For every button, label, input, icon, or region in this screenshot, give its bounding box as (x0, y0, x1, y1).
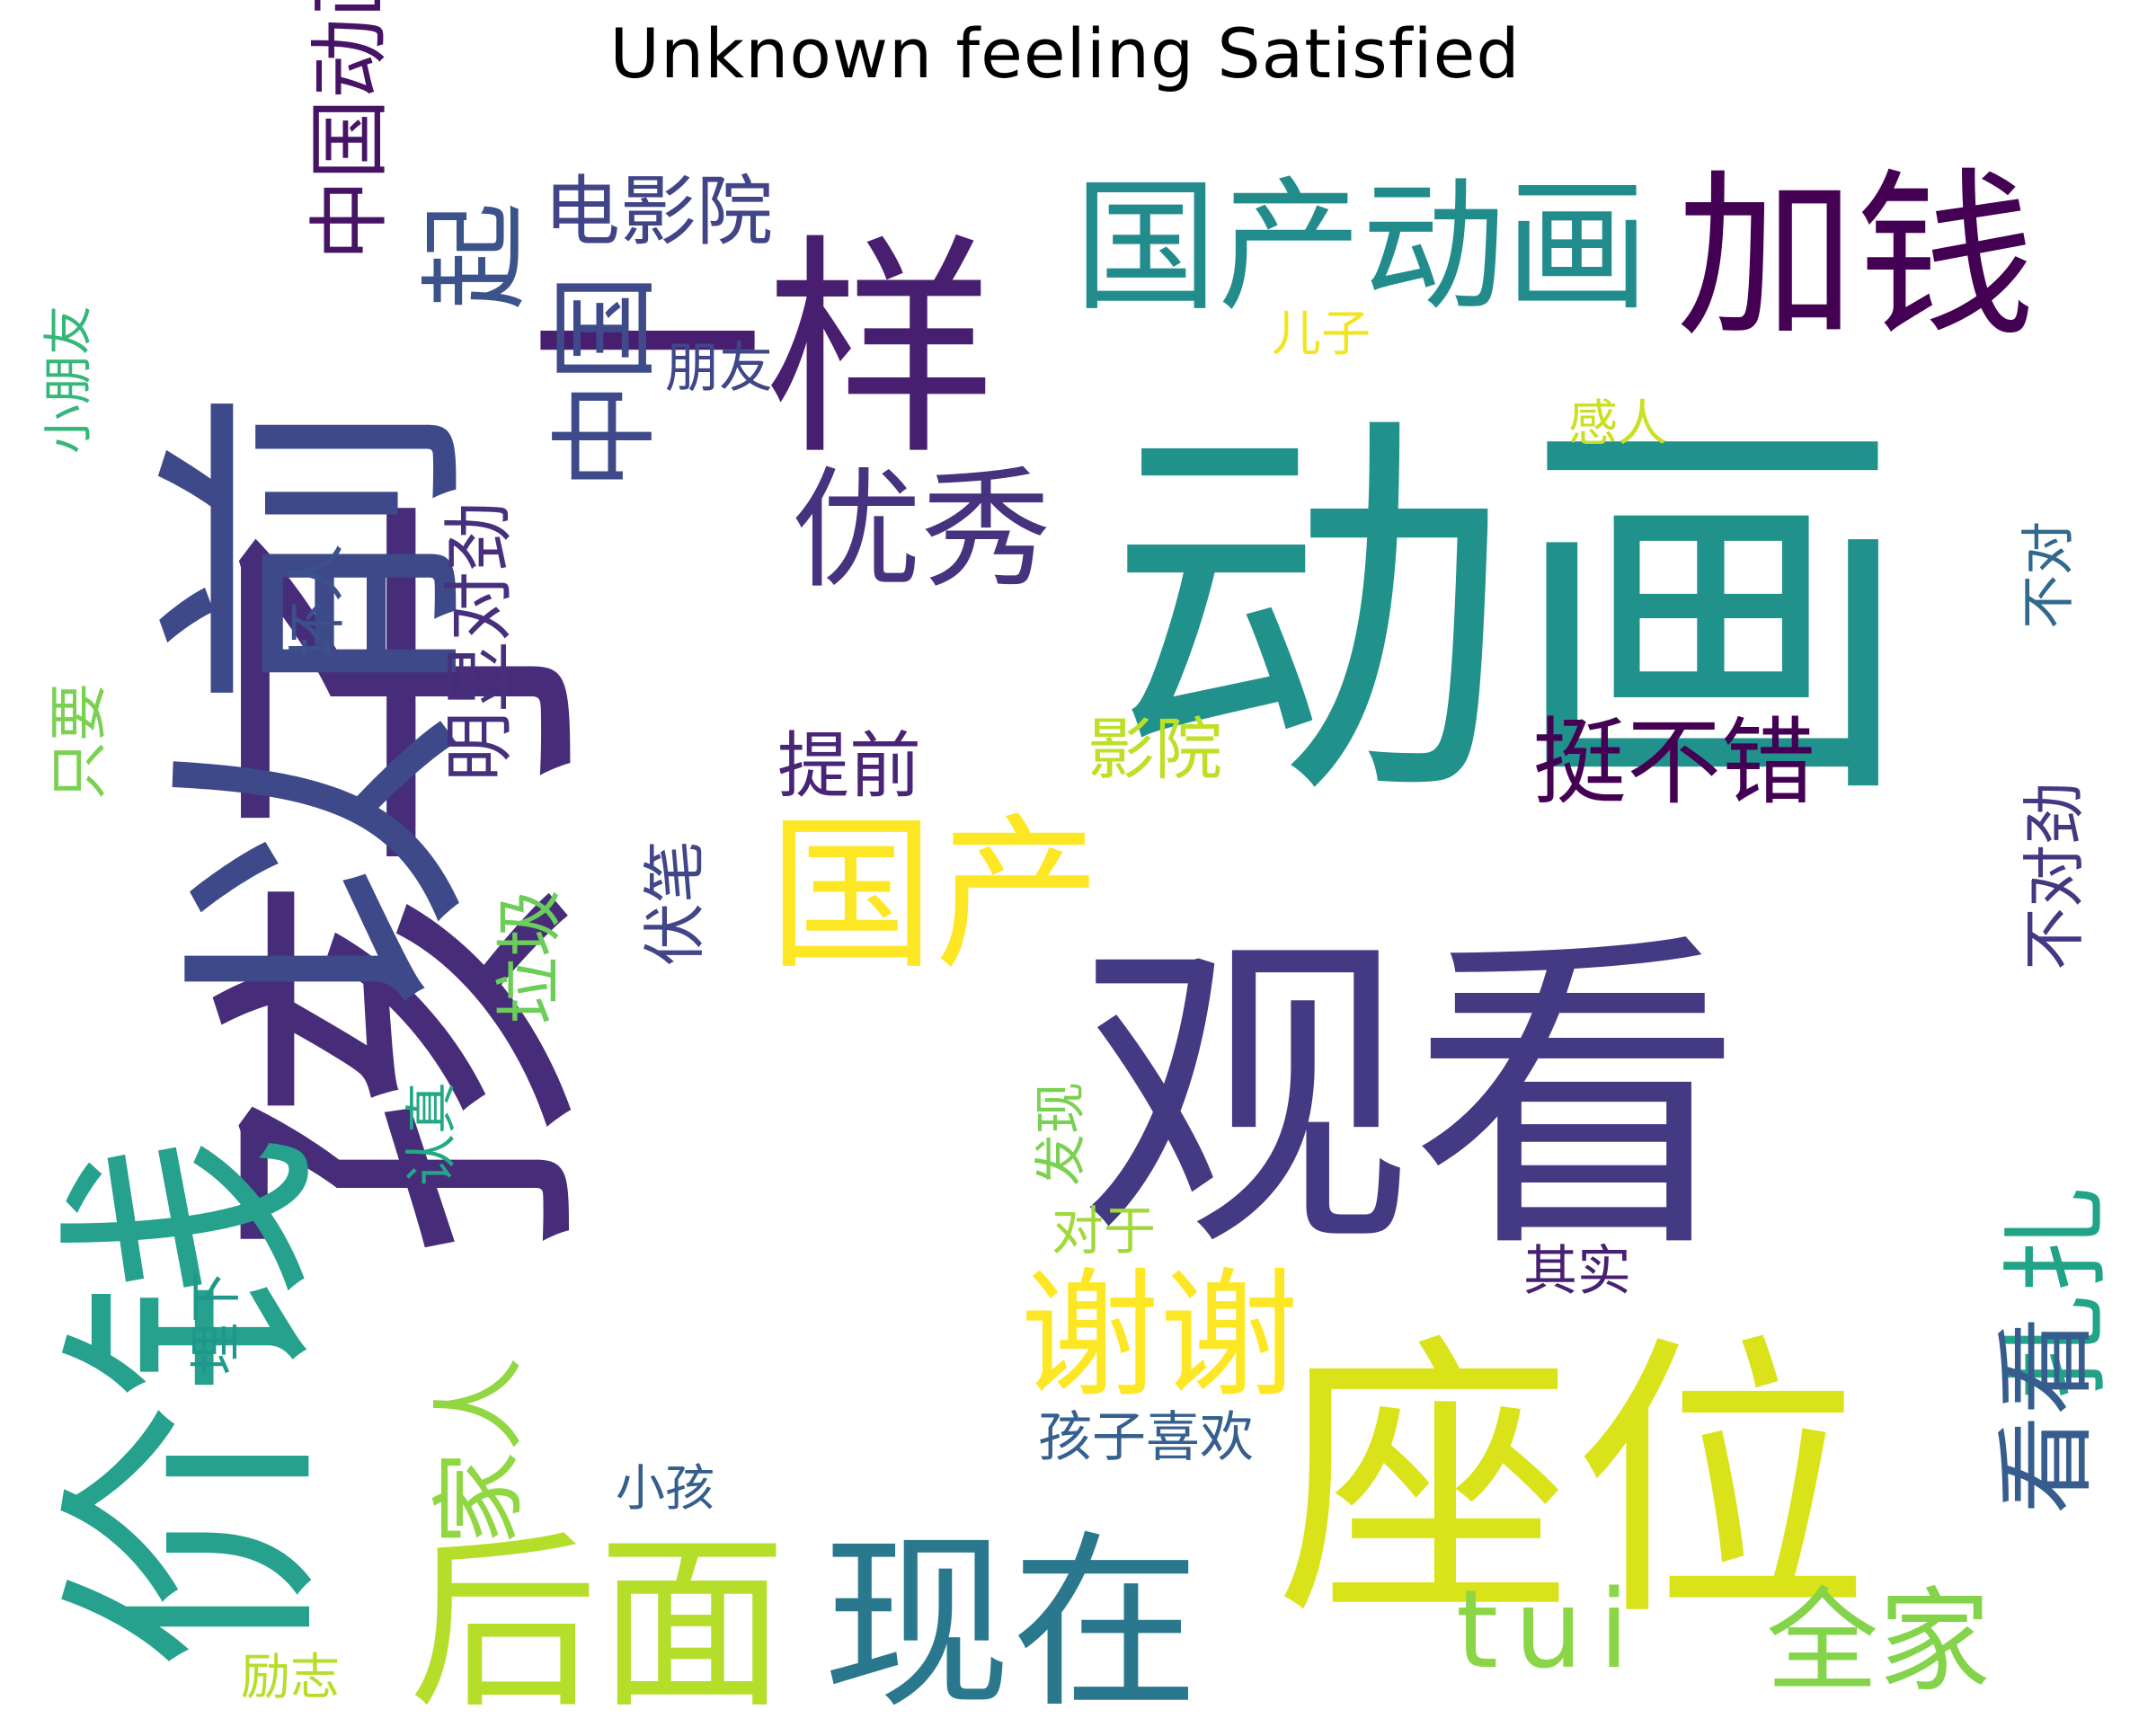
word-cloud-word: 儿子 (1272, 305, 1371, 362)
word-cloud-word: 电影院 (544, 168, 773, 257)
word-cloud-word: 只要 (46, 683, 113, 800)
word-cloud-word: 小孩 (616, 1459, 714, 1517)
page-title: Unknown feeling Satisfied (609, 13, 1521, 93)
word-cloud-word: 不对 (2018, 521, 2081, 629)
word-cloud-word: 孩子喜欢 (1038, 1406, 1254, 1469)
word-cloud-word: 提前 (777, 724, 921, 808)
word-cloud-word: 动画 (1105, 380, 1914, 851)
word-cloud-word: 伏笔 (638, 840, 712, 966)
word-cloud-word: 后面 (409, 1514, 786, 1734)
word-cloud-word: 明显对劲 (439, 501, 520, 782)
word-cloud-word: 影院 (1087, 710, 1222, 789)
word-cloud-word: 坏人 (284, 544, 351, 660)
word-cloud-word: 励志 (241, 1648, 340, 1705)
word-cloud-word: 其实 (1523, 1240, 1631, 1303)
word-cloud-word: 一样 (530, 216, 998, 487)
word-cloud-word: 看看 (1989, 1316, 2104, 1514)
word-cloud-word: 起 (413, 202, 538, 310)
word-cloud-word: 价钱 (38, 1132, 351, 1671)
word-cloud-word: 孩子 (182, 490, 631, 1262)
word-cloud-word: 中国 (544, 274, 669, 490)
word-cloud-word: tui (1456, 1568, 1645, 1693)
word-cloud-word: 认真 (401, 1082, 462, 1186)
word-cloud-word: 中国动画 (303, 0, 397, 261)
word-cloud-word: 加钱 (1676, 153, 2036, 362)
word-cloud-word: 小朋友 (40, 306, 97, 454)
word-cloud-word: 全家 (1766, 1577, 1991, 1707)
word-cloud-word: 朋友 (665, 337, 773, 400)
word-cloud-word: 现在 (822, 1514, 1200, 1734)
word-cloud-word: 埋下 (185, 1271, 246, 1375)
word-cloud-word: 发现 (1030, 1082, 1091, 1186)
word-cloud-word: 优秀 (791, 455, 1052, 607)
word-cloud-word: 对于 (1052, 1200, 1156, 1262)
word-cloud-word: 座位 (1276, 1311, 1869, 1656)
word-cloud-word: 家人 (425, 1357, 535, 1546)
word-cloud-word: 以前 (131, 386, 508, 1033)
word-cloud-word: 谢谢 (1020, 1254, 1299, 1417)
word-cloud-word: 国产动画 (1074, 163, 1649, 331)
word-cloud-word: 不对劲 (2018, 782, 2091, 970)
word-cloud-word: 扎扎 (1995, 1186, 2120, 1402)
word-cloud-word: 挺不错 (1532, 708, 1815, 818)
word-cloud-word: 观看 (1078, 906, 1744, 1292)
word-cloud-word: 国产 (768, 798, 1101, 992)
word-cloud-word: 垃圾 (490, 890, 569, 1024)
word-cloud-word: 感人 (1568, 394, 1667, 452)
